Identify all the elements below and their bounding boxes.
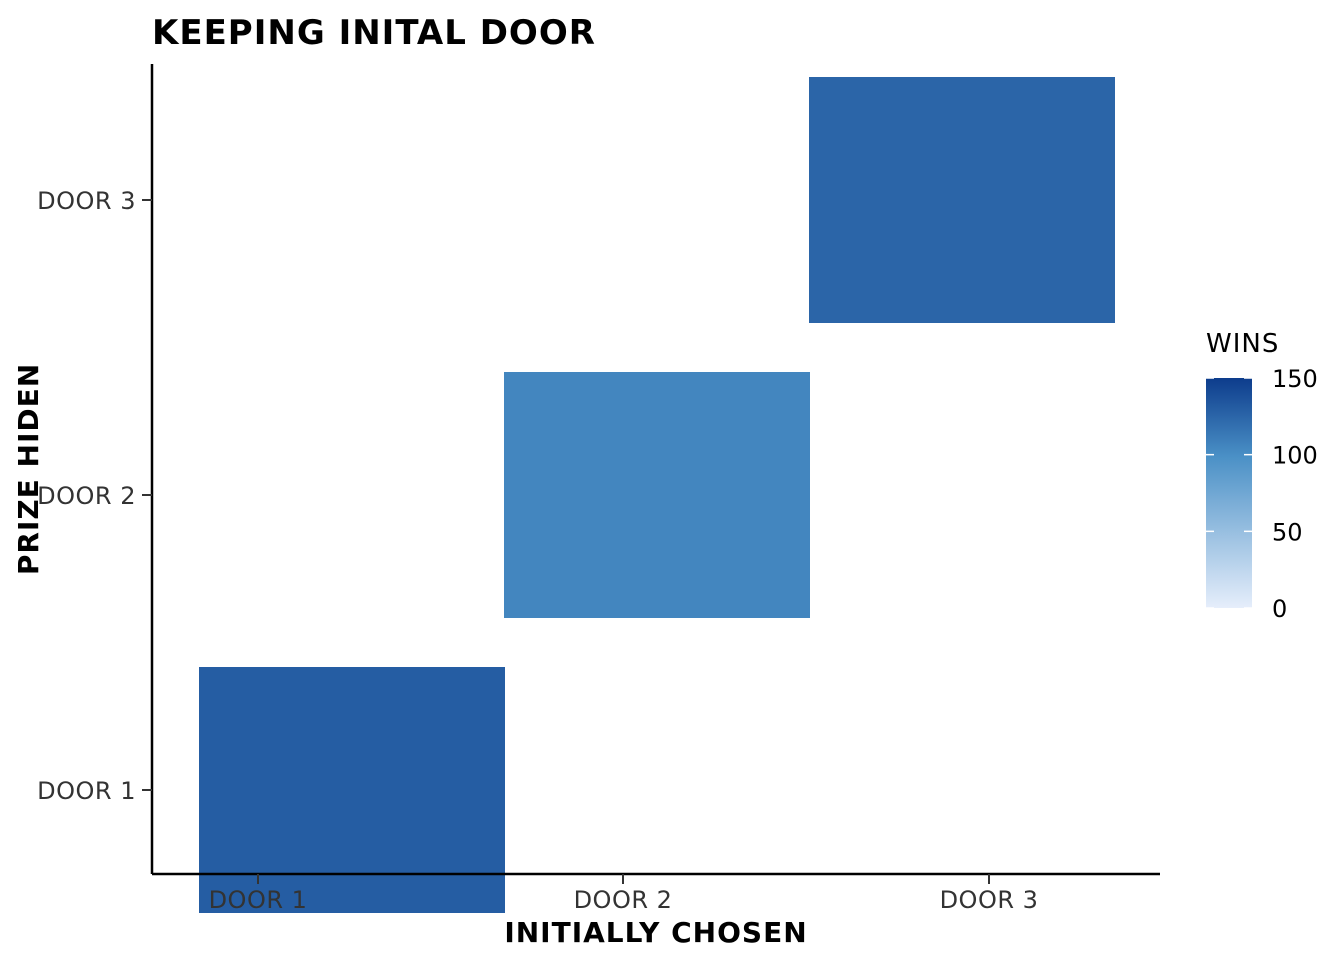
legend-title: WINS	[1206, 329, 1279, 359]
legend-tick-label: 50	[1272, 518, 1303, 546]
y-tick-label: DOOR 1	[37, 777, 136, 805]
heatmap-cell-2	[504, 372, 810, 618]
legend-ticks: 0 50 100 150	[1206, 365, 1318, 623]
legend-colorbar	[1206, 378, 1252, 608]
color-legend: WINS 0 50 100 150	[1206, 329, 1318, 623]
y-tick-label: DOOR 3	[37, 187, 136, 215]
x-tick-label: DOOR 1	[209, 886, 308, 914]
x-tick-label: DOOR 2	[574, 886, 673, 914]
y-tick-label: DOOR 2	[37, 482, 136, 510]
y-axis-ticks: DOOR 1 DOOR 2 DOOR 3	[37, 187, 152, 805]
x-axis-ticks: DOOR 1 DOOR 2 DOOR 3	[209, 874, 1039, 914]
chart-title: KEEPING INITAL DOOR	[152, 13, 596, 53]
heatmap-cell-1	[199, 667, 505, 913]
legend-tick-label: 100	[1272, 442, 1318, 470]
legend-tick-label: 0	[1272, 595, 1287, 623]
x-axis-title: INITIALLY CHOSEN	[504, 916, 807, 949]
legend-tick-label: 150	[1272, 365, 1318, 393]
heatmap-cells	[199, 77, 1115, 913]
heatmap-cell-3	[809, 77, 1115, 323]
x-tick-label: DOOR 3	[940, 886, 1039, 914]
y-axis-title: PRIZE HIDEN	[12, 363, 45, 575]
